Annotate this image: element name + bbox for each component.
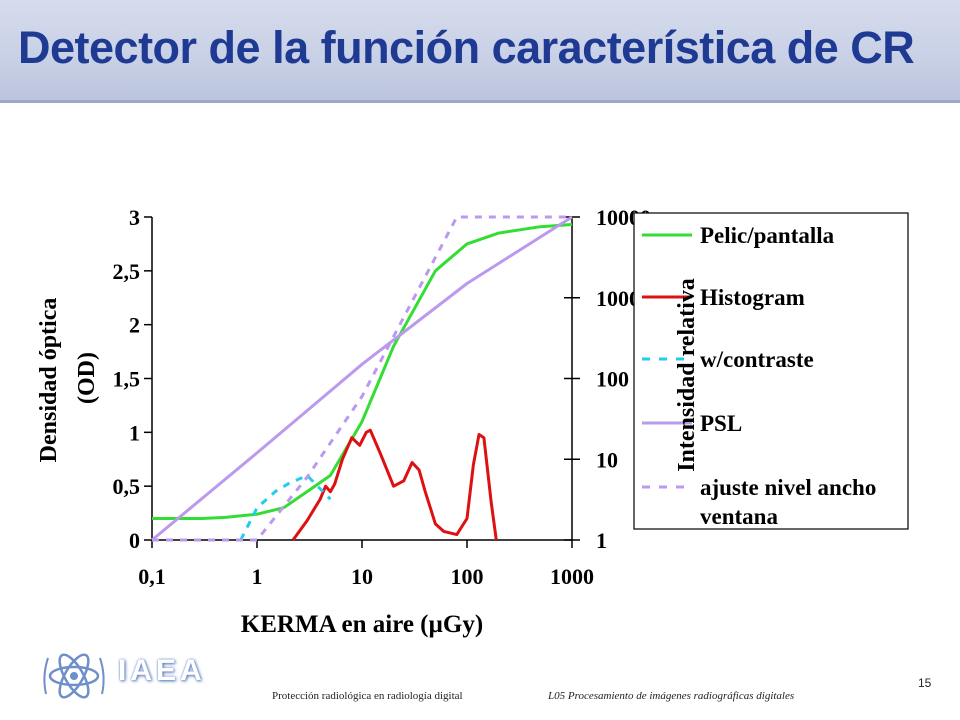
- header-band: [0, 0, 960, 103]
- x-tick-label: 100: [451, 564, 484, 589]
- series-pelic-pantalla: [152, 223, 573, 520]
- series-w-contraste: [239, 474, 332, 541]
- x-tick-label: 10: [351, 564, 373, 589]
- y-tick-label: 3: [129, 205, 140, 230]
- series-ajuste-nivel: [152, 215, 572, 542]
- y-tick-label: 0,5: [113, 474, 141, 499]
- y-tick-label: 2,5: [113, 259, 141, 284]
- iaea-logo-icon: [43, 653, 105, 699]
- y2-tick-label: 100: [596, 367, 629, 392]
- x-tick-label: 0,1: [138, 564, 166, 589]
- legend-box: [633, 212, 909, 530]
- y-axis-title-unit: (OD): [74, 352, 100, 404]
- footer-module: L05 Procesamiento de imágenes radiográfi…: [548, 690, 795, 702]
- y2-tick-label: 1000: [596, 286, 640, 311]
- series-psl: [151, 215, 573, 542]
- legend-label: ajuste nivel ancho: [700, 475, 876, 500]
- legend-label: PSL: [700, 411, 742, 436]
- series-histogram: [291, 428, 498, 541]
- page-number: 15: [918, 676, 932, 690]
- y2-axis-title: Intensidad relativa: [674, 278, 700, 472]
- y-tick-label: 2: [129, 313, 140, 338]
- legend-label: w/contraste: [700, 347, 814, 372]
- x-tick-label: 1: [252, 564, 263, 589]
- x-tick-label: 1000: [550, 564, 594, 589]
- legend-label: Pelic/pantalla: [700, 223, 835, 248]
- y2-tick-label: 10: [596, 447, 618, 472]
- y-axis-title: Densidad óptica: [36, 298, 62, 463]
- iaea-wordmark: IAEA: [118, 654, 206, 687]
- legend-label: Histogram: [700, 285, 805, 310]
- y-tick-label: 0: [129, 528, 140, 553]
- y2-tick-label: 1: [596, 528, 607, 553]
- slide-title: Detector de la función característica de…: [18, 22, 915, 73]
- y-tick-label: 1,5: [113, 367, 141, 392]
- y-tick-label: 1: [129, 420, 140, 445]
- legend-label-cont: ventana: [700, 504, 778, 529]
- footer-course: Protección radiológica en radiología dig…: [272, 690, 463, 702]
- x-axis-title: KERMA en aire (µGy): [241, 611, 483, 638]
